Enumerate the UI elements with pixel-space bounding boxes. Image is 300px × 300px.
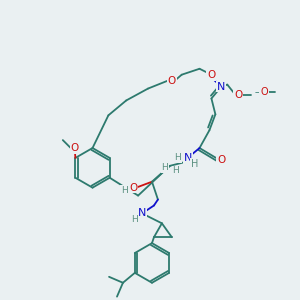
Text: O: O <box>217 155 226 165</box>
Text: N: N <box>138 208 146 218</box>
Text: O: O <box>70 143 79 153</box>
Text: H: H <box>174 153 181 162</box>
Text: H: H <box>121 186 128 195</box>
Text: H: H <box>161 163 168 172</box>
Text: N: N <box>184 153 192 163</box>
Text: —: — <box>255 88 263 97</box>
Text: O: O <box>234 89 242 100</box>
Text: O: O <box>260 86 268 97</box>
Text: H: H <box>191 159 198 169</box>
Text: N: N <box>217 82 226 92</box>
Text: H: H <box>131 215 137 224</box>
Text: O: O <box>168 76 176 85</box>
Text: O: O <box>129 183 137 193</box>
Text: O: O <box>207 70 216 80</box>
Text: H: H <box>172 166 179 175</box>
